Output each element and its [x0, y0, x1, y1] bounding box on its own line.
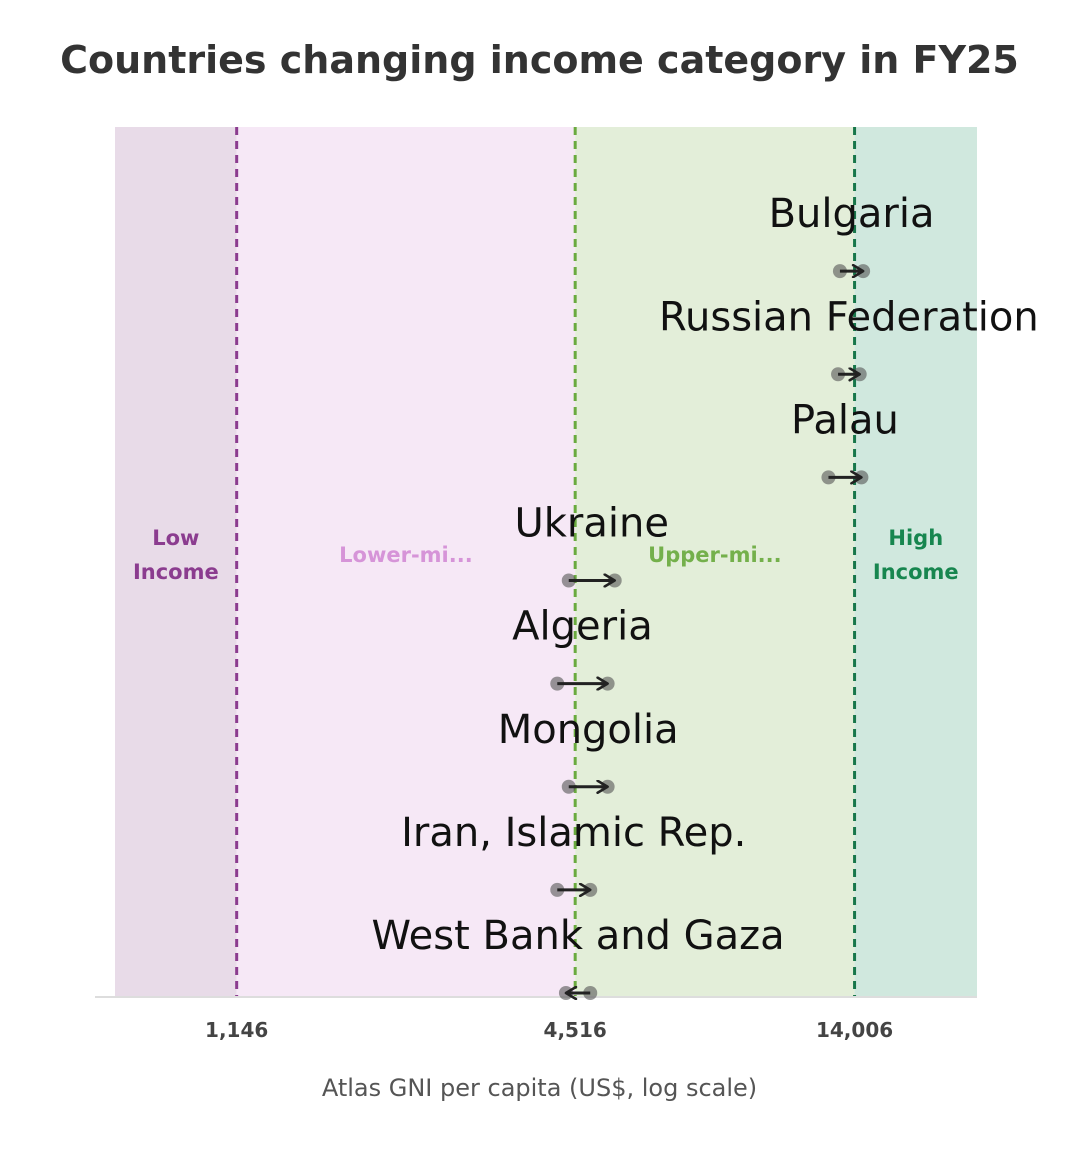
country-label: Russian Federation — [659, 294, 1039, 340]
x-axis-label: Atlas GNI per capita (US$, log scale) — [321, 1074, 758, 1102]
x-axis-ticks: 1,146 4,516 14,006 — [205, 1018, 893, 1042]
income-band-1 — [236, 127, 576, 997]
band-labels: Low Income Lower-mi... Upper-mi... High Incom… — [133, 526, 959, 584]
country-row: West Bank and Gaza — [371, 913, 785, 1000]
x-tick-label: 1,146 — [205, 1018, 268, 1042]
country-label: Palau — [791, 397, 899, 443]
country-row: Bulgaria — [769, 191, 935, 279]
country-label: Ukraine — [514, 501, 668, 547]
band-label-1: Lower-mi... — [339, 543, 473, 567]
income-band-3 — [854, 127, 977, 997]
band-label-0: Low Income — [133, 526, 219, 584]
x-tick-label: 14,006 — [816, 1018, 893, 1042]
country-label: Algeria — [512, 604, 653, 650]
country-label: Iran, Islamic Rep. — [401, 810, 746, 856]
income-band-2 — [575, 127, 855, 997]
income-bands — [115, 127, 977, 997]
country-row: Russian Federation — [659, 294, 1039, 382]
country-label: West Bank and Gaza — [371, 913, 784, 959]
chart-title: Countries changing income category in FY… — [60, 38, 1019, 82]
x-tick-label: 4,516 — [544, 1018, 607, 1042]
country-label: Bulgaria — [769, 191, 935, 237]
country-row: Palau — [791, 397, 899, 485]
data-marks: Bulgaria Russian Federation Palau Ukraine Al… — [371, 191, 1039, 1000]
country-row: Algeria — [512, 604, 653, 691]
country-row: Mongolia — [498, 707, 679, 794]
band-label-3: High Income — [873, 526, 959, 584]
country-label: Mongolia — [498, 707, 679, 753]
country-row: Ukraine — [514, 501, 669, 588]
income-band-0 — [115, 127, 237, 997]
country-row: Iran, Islamic Rep. — [401, 810, 746, 897]
band-label-2: Upper-mi... — [648, 543, 781, 567]
